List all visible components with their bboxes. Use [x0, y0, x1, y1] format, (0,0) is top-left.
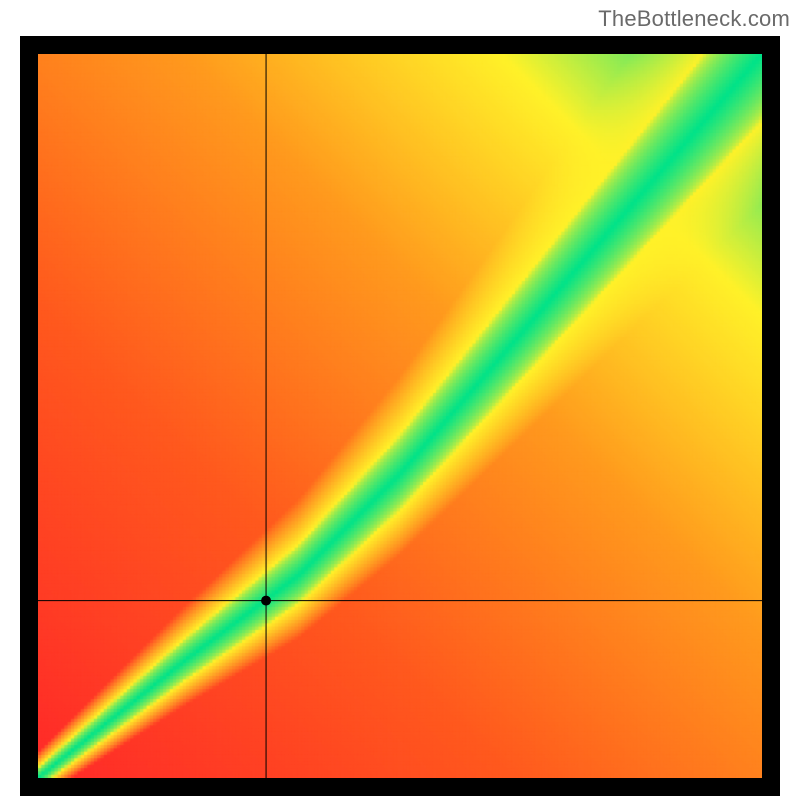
- attribution-text: TheBottleneck.com: [598, 6, 790, 32]
- chart-container: TheBottleneck.com: [0, 0, 800, 800]
- bottleneck-heatmap: [38, 54, 762, 778]
- plot-frame: [20, 36, 780, 796]
